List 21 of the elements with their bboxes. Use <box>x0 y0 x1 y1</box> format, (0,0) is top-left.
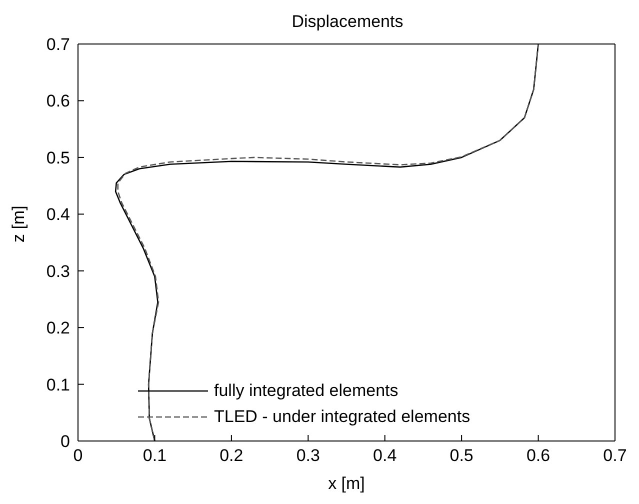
x-tick-label: 0.1 <box>142 446 167 466</box>
y-tick-label: 0.2 <box>46 318 70 338</box>
y-tick-label: 0.6 <box>46 92 70 111</box>
x-tick-label: 0.3 <box>296 446 320 466</box>
x-tick-label: 0.4 <box>373 446 397 466</box>
x-tick-label: 0.2 <box>220 446 244 466</box>
y-tick-label: 0.3 <box>46 262 70 281</box>
y-tick-label: 0.7 <box>46 35 70 54</box>
x-axis-title: x [m] <box>328 474 365 493</box>
y-tick-label: 0.5 <box>46 148 70 168</box>
y-tick-label: 0 <box>60 432 70 452</box>
y-tick-label: 0.1 <box>46 375 70 394</box>
chart-title: Displacements <box>290 12 404 32</box>
x-tick-label: 0 <box>73 446 83 466</box>
x-tick-label: 0.7 <box>603 446 627 466</box>
y-tick-label: 0.4 <box>46 205 70 224</box>
x-tick-label: 0.5 <box>450 446 474 466</box>
y-axis-title: z [m] <box>9 206 28 242</box>
x-tick-label: 0.6 <box>526 446 550 466</box>
legend-label: TLED - under integrated elements <box>214 407 470 427</box>
legend-label: fully integrated elements <box>214 381 398 401</box>
